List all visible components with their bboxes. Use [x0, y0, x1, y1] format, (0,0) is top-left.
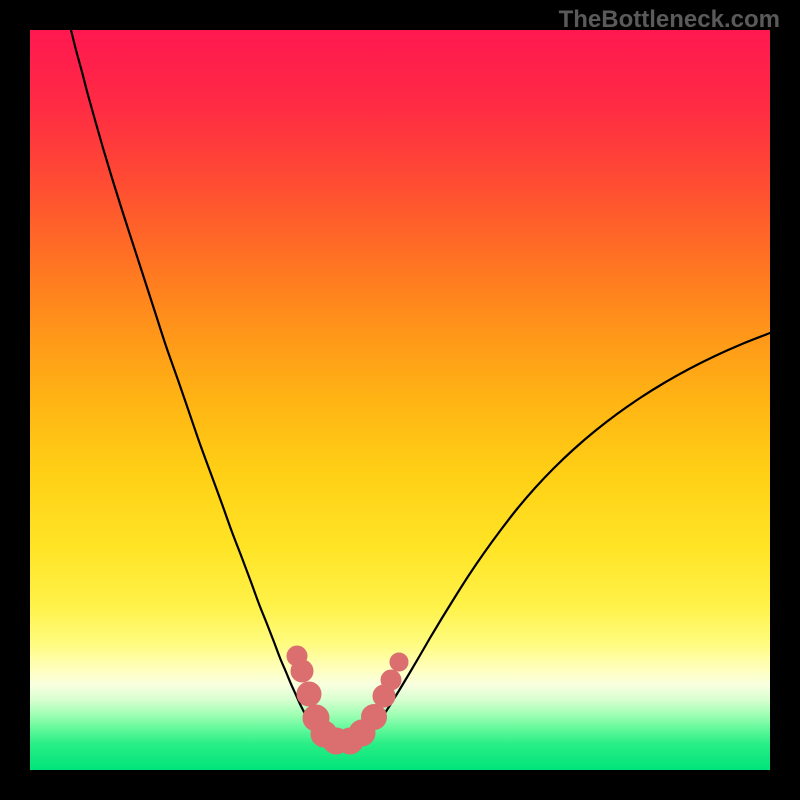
marker-dot: [297, 682, 321, 706]
marker-dot: [381, 670, 401, 690]
marker-dot: [390, 653, 408, 671]
watermark-text: TheBottleneck.com: [559, 6, 780, 34]
marker-dot: [291, 660, 313, 682]
marker-dot: [362, 705, 387, 730]
plot-svg: [30, 30, 770, 770]
outer-frame: TheBottleneck.com: [0, 0, 800, 800]
